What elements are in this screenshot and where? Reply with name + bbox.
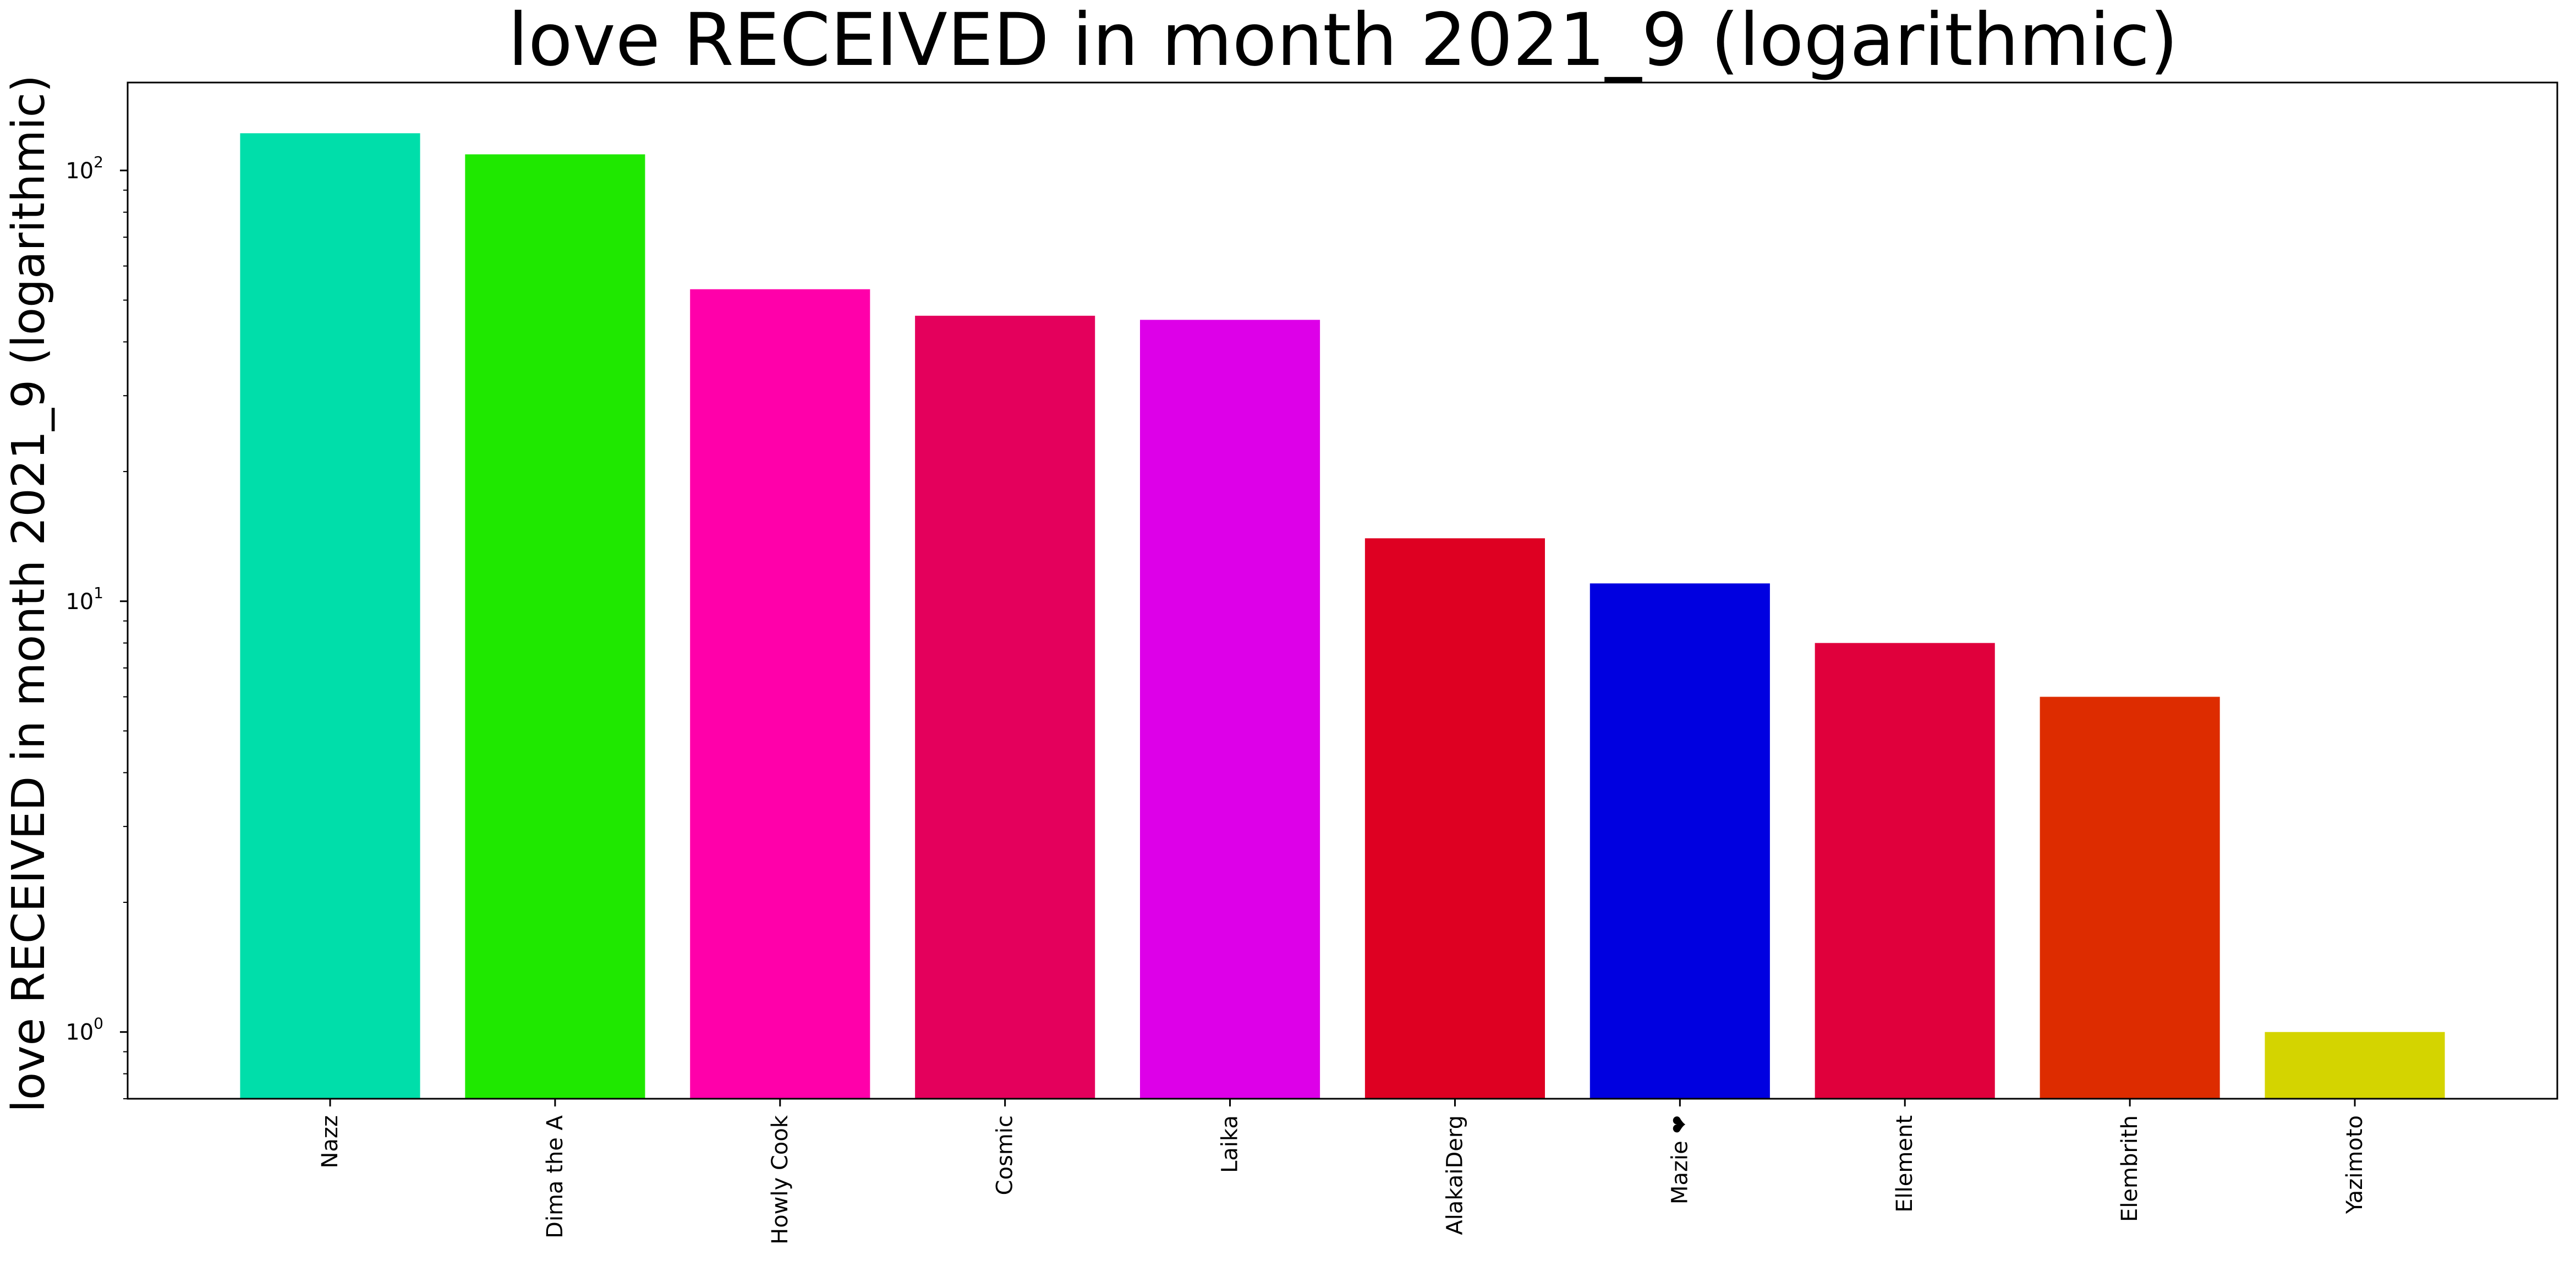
x-tick-label-6: Mazie ❤: [1667, 1115, 1692, 1204]
x-tick-label-8: Elembrith: [2117, 1115, 2142, 1222]
x-tick-label-5: AlakaiDerg: [1442, 1115, 1467, 1235]
bar-5: [1364, 538, 1545, 1099]
y-axis-label: love RECEIVED in month 2021_9 (logarithm…: [3, 75, 55, 1112]
bar-0: [240, 133, 420, 1099]
bar-3: [915, 315, 1095, 1099]
bar-6: [1590, 583, 1770, 1099]
bar-1: [465, 154, 645, 1099]
x-axis-ticks: Nazz Dima the A Howly Cook Cosmic Laika Alaka…: [317, 1099, 2367, 1245]
x-tick-label-7: Ellement: [1892, 1115, 1917, 1213]
y-tick-label-0: 100: [65, 1015, 103, 1045]
bar-9: [2265, 1032, 2445, 1099]
x-tick-label-2: Howly Cook: [768, 1115, 793, 1245]
x-tick-label-1: Dima the A: [542, 1115, 568, 1238]
y-axis-ticks: 100 101 102: [65, 153, 128, 1099]
plot-area-frame: [127, 81, 2558, 1100]
x-tick-label-3: Cosmic: [993, 1115, 1018, 1195]
bar-2: [690, 289, 870, 1099]
bar-4: [1140, 320, 1320, 1099]
y-tick-label-2: 102: [65, 153, 103, 184]
x-tick-label-4: Laika: [1218, 1115, 1243, 1173]
bar-8: [2040, 697, 2220, 1099]
y-tick-label-1: 101: [65, 584, 103, 615]
bar-7: [1815, 643, 1995, 1099]
x-tick-label-0: Nazz: [317, 1115, 343, 1168]
bars-layer: [240, 133, 2445, 1099]
chart-title: love RECEIVED in month 2021_9 (logarithm…: [508, 0, 2178, 83]
x-tick-label-9: Yazimoto: [2342, 1115, 2367, 1214]
